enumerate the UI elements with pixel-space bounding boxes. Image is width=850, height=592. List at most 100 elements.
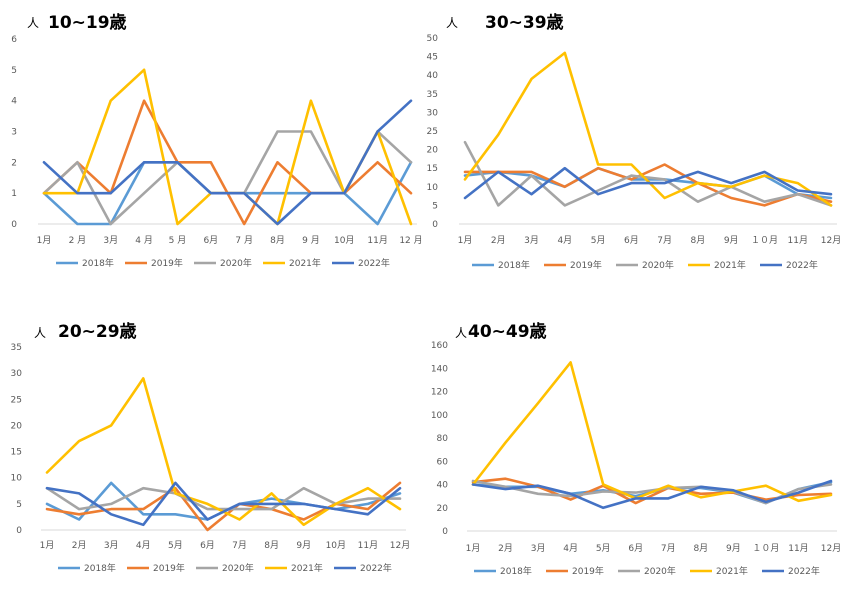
x-tick-label: 11月: [367, 235, 387, 246]
x-tick-label: 5月: [591, 235, 606, 246]
y-unit-label: 人: [34, 326, 46, 340]
series-line-2022年: [42, 99, 413, 226]
chart-title: 20~29歳: [58, 321, 137, 342]
series-line-2020年: [42, 130, 413, 226]
y-tick-label: 1: [11, 189, 17, 199]
x-tick-label: 1月: [466, 543, 481, 554]
y-tick-label: 4: [11, 97, 17, 107]
legend-label: 2022年: [358, 257, 390, 269]
y-tick-label: 45: [427, 53, 438, 63]
y-tick-label: 6: [11, 35, 17, 45]
y-tick-label: 5: [11, 66, 17, 76]
y-tick-label: 15: [11, 448, 22, 458]
legend-item: 2018年: [58, 562, 116, 574]
series-line-2020年: [463, 140, 833, 207]
y-tick-label: 100: [431, 411, 448, 421]
x-tick-label: 8月: [264, 540, 279, 551]
x-tick-label: 6月: [200, 540, 215, 551]
y-tick-label: 5: [16, 500, 22, 510]
y-tick-label: 0: [11, 220, 17, 230]
x-tick-label: 3月: [524, 235, 539, 246]
x-tick-label: 9月: [726, 543, 741, 554]
x-tick-label: 5月: [168, 540, 183, 551]
series-line-2020年: [45, 486, 402, 511]
legend-item: 2020年: [196, 562, 254, 574]
y-tick-label: 10: [427, 183, 439, 193]
legend-label: 2020年: [642, 259, 674, 271]
x-tick-label: 6月: [203, 235, 218, 246]
y-tick-label: 2: [11, 158, 17, 168]
series-line-2022年: [45, 481, 402, 527]
x-tick-label: 10月: [334, 235, 354, 246]
legend-item: 2022年: [334, 562, 392, 574]
x-tick-label: 3月: [103, 235, 118, 246]
legend-item: 2021年: [690, 565, 748, 577]
y-tick-label: 40: [427, 71, 439, 81]
legend-item: 2021年: [265, 562, 323, 574]
x-tick-label: 2 月: [69, 235, 87, 246]
legend-item: 2021年: [688, 259, 746, 271]
legend-label: 2021年: [714, 259, 746, 271]
chart-title: 40~49歳: [468, 321, 547, 342]
legend-item: 2022年: [760, 259, 818, 271]
x-tick-label: 5 月: [169, 235, 187, 246]
legend-item: 2018年: [472, 259, 530, 271]
legend-item: 2022年: [762, 565, 820, 577]
x-tick-label: 4月: [563, 543, 578, 554]
y-tick-label: 35: [11, 343, 22, 353]
legend-label: 2018年: [84, 562, 116, 574]
chart-panel-2: 人 30~39歳 0 5 10 15 20 25 30 35 40 45 50 1月 2月 3月 4月 5月 6月 7…: [427, 12, 842, 271]
x-tick-label: 1月: [40, 540, 55, 551]
x-tick-label: 7月: [232, 540, 247, 551]
legend-label: 2018年: [498, 259, 530, 271]
legend-label: 2020年: [220, 257, 252, 269]
series-line-2022年: [463, 166, 833, 200]
y-tick-label: 3: [11, 128, 17, 138]
y-unit-label: 人: [455, 326, 467, 340]
legend-label: 2019年: [570, 259, 602, 271]
x-tick-label: 12月: [821, 235, 841, 246]
y-tick-label: 20: [427, 146, 439, 156]
x-tick-label: 6月: [624, 235, 639, 246]
legend-item: 2020年: [618, 565, 676, 577]
y-tick-label: 60: [437, 457, 449, 467]
x-tick-label: 6月: [628, 543, 643, 554]
x-tick-label: 2月: [72, 540, 87, 551]
legend-item: 2019年: [125, 257, 183, 269]
y-tick-label: 10: [11, 474, 23, 484]
x-tick-label: 10月: [326, 540, 346, 551]
y-tick-label: 35: [427, 90, 438, 100]
legend-label: 2022年: [788, 565, 820, 577]
chart-title: 30~39歳: [485, 12, 564, 33]
x-tick-label: 8月: [691, 235, 706, 246]
x-tick-label: 9月: [296, 540, 311, 551]
x-tick-label: 4 月: [135, 235, 153, 246]
legend-label: 2019年: [151, 257, 183, 269]
legend-label: 2020年: [644, 565, 676, 577]
legend-item: 2019年: [546, 565, 604, 577]
x-tick-label: 8月: [693, 543, 708, 554]
x-tick-label: 3月: [531, 543, 546, 554]
y-tick-label: 140: [431, 364, 448, 374]
x-tick-label: 3月: [104, 540, 119, 551]
legend-label: 2018年: [82, 257, 114, 269]
x-tick-label: 4月: [136, 540, 151, 551]
y-tick-label: 0: [16, 526, 22, 536]
y-unit-label: 人: [27, 16, 39, 30]
legend-label: 2021年: [289, 257, 321, 269]
y-tick-label: 30: [11, 369, 23, 379]
legend-label: 2019年: [572, 565, 604, 577]
legend-label: 2020年: [222, 562, 254, 574]
legend-item: 2020年: [616, 259, 674, 271]
x-tick-label: １０月: [751, 235, 778, 246]
y-tick-label: 120: [431, 388, 448, 398]
legend-item: 2019年: [544, 259, 602, 271]
series-line-2018年: [463, 166, 833, 200]
y-tick-label: 25: [11, 395, 22, 405]
x-tick-label: 2月: [491, 235, 506, 246]
legend-item: 2022年: [332, 257, 390, 269]
legend-item: 2018年: [474, 565, 532, 577]
x-tick-label: 4月: [557, 235, 572, 246]
y-tick-label: 30: [427, 108, 439, 118]
x-tick-label: 9月: [724, 235, 739, 246]
